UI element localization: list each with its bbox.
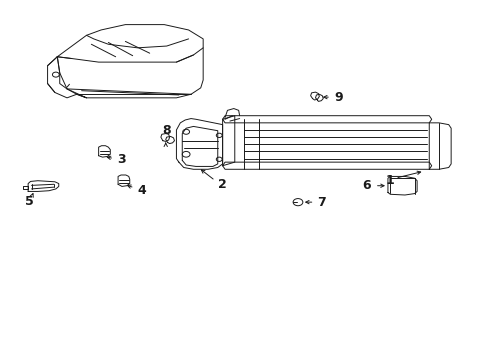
Text: 7: 7 [316, 195, 325, 209]
Text: 3: 3 [118, 153, 126, 166]
Text: 1: 1 [385, 174, 394, 186]
Text: 6: 6 [362, 179, 370, 192]
Text: 2: 2 [218, 178, 226, 191]
Text: 4: 4 [137, 184, 145, 197]
Text: 8: 8 [162, 124, 171, 137]
Text: 9: 9 [334, 91, 343, 104]
Text: 5: 5 [25, 195, 34, 208]
